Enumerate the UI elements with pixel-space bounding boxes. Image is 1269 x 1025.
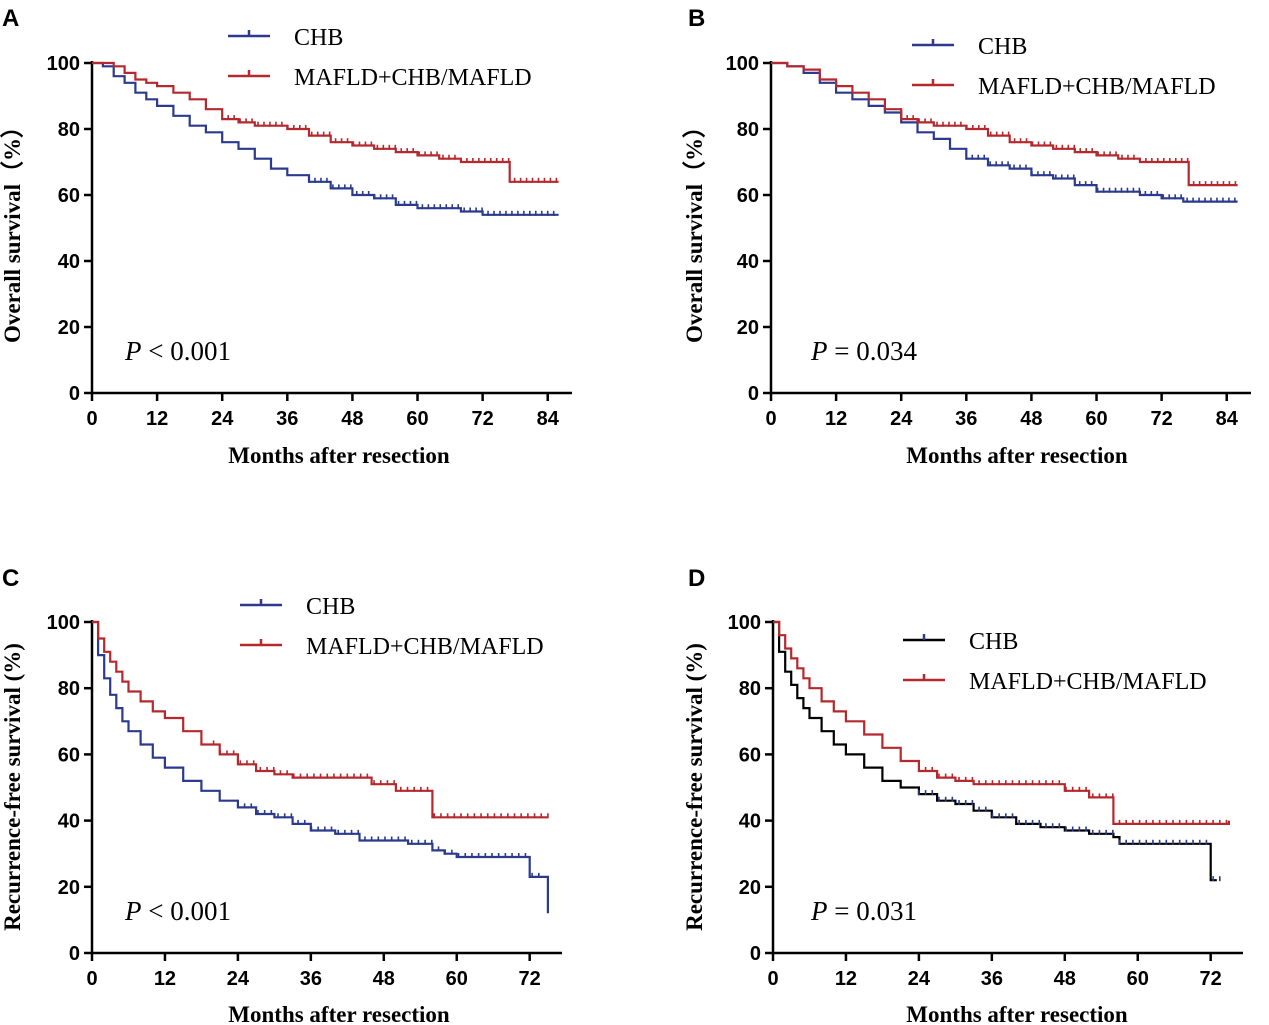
p-value-text: < 0.001 bbox=[142, 896, 231, 926]
x-tick-label: 72 bbox=[1150, 408, 1172, 430]
x-tick-label: 48 bbox=[341, 408, 363, 430]
p-symbol: P bbox=[124, 896, 142, 926]
legend-label: MAFLD+CHB/MAFLD bbox=[294, 65, 532, 91]
x-tick-label: 72 bbox=[519, 968, 541, 990]
y-tick-label: 40 bbox=[58, 251, 80, 273]
panel-D: D 0 20 40 60 80 100 0 12 24 36 48 60 72 Months after r… bbox=[682, 565, 1243, 1025]
km-curve-chb bbox=[92, 620, 549, 914]
km-curve-mafld bbox=[92, 61, 559, 183]
y-axis-title: Recurrence-free survival (%) bbox=[0, 643, 25, 931]
legend-label: MAFLD+CHB/MAFLD bbox=[306, 634, 544, 660]
y-tick-label: 100 bbox=[47, 612, 80, 634]
y-tick-label: 0 bbox=[69, 383, 80, 405]
x-axis-title: Months after resection bbox=[228, 1002, 450, 1025]
y-tick-label: 80 bbox=[58, 678, 80, 700]
panel-letter: C bbox=[2, 565, 19, 592]
km-curve-chb bbox=[771, 61, 1238, 203]
y-tick-label: 80 bbox=[58, 119, 80, 141]
x-tick-label: 12 bbox=[825, 408, 847, 430]
y-tick-label: 80 bbox=[737, 119, 759, 141]
x-tick-label: 36 bbox=[300, 968, 322, 990]
x-tick-label: 0 bbox=[767, 968, 778, 990]
x-tick-label: 24 bbox=[211, 408, 234, 430]
x-tick-label: 24 bbox=[890, 408, 913, 430]
y-tick-label: 100 bbox=[47, 53, 80, 75]
km-curve-chb bbox=[92, 61, 559, 216]
x-tick-label: 36 bbox=[276, 408, 298, 430]
legend-label: MAFLD+CHB/MAFLD bbox=[969, 669, 1207, 695]
y-tick-label: 20 bbox=[739, 877, 761, 899]
panel-letter: B bbox=[688, 5, 705, 32]
p-symbol: P bbox=[124, 336, 142, 366]
panel-A: A 0 20 40 60 80 100 0 12 24 36 48 60 72 84 Months after… bbox=[0, 5, 572, 468]
x-tick-label: 60 bbox=[406, 408, 428, 430]
x-tick-label: 48 bbox=[1054, 968, 1076, 990]
x-tick-label: 48 bbox=[373, 968, 395, 990]
x-tick-label: 36 bbox=[981, 968, 1003, 990]
x-tick-label: 0 bbox=[86, 968, 97, 990]
y-tick-label: 0 bbox=[748, 383, 759, 405]
y-tick-label: 100 bbox=[726, 53, 759, 75]
y-tick-label: 0 bbox=[750, 943, 761, 965]
y-tick-label: 80 bbox=[739, 678, 761, 700]
y-tick-label: 60 bbox=[58, 185, 80, 207]
y-tick-label: 40 bbox=[58, 811, 80, 833]
x-tick-label: 84 bbox=[537, 408, 560, 430]
panel-C: C 0 20 40 60 80 100 0 12 24 36 48 60 72 Months after r… bbox=[0, 565, 562, 1025]
x-axis-title: Months after resection bbox=[228, 443, 450, 468]
y-tick-label: 100 bbox=[728, 612, 761, 634]
x-axis-title: Months after resection bbox=[906, 1002, 1128, 1025]
x-tick-label: 0 bbox=[765, 408, 776, 430]
x-tick-label: 12 bbox=[835, 968, 857, 990]
p-value: P < 0.001 bbox=[124, 896, 231, 926]
panel-letter: A bbox=[2, 5, 19, 32]
y-tick-label: 20 bbox=[58, 877, 80, 899]
x-tick-label: 36 bbox=[955, 408, 977, 430]
p-value-text: = 0.034 bbox=[828, 336, 918, 366]
legend-label: MAFLD+CHB/MAFLD bbox=[978, 74, 1216, 100]
y-axis-title: Overall survival（%） bbox=[681, 115, 707, 343]
p-symbol: P bbox=[810, 336, 828, 366]
x-tick-label: 60 bbox=[1085, 408, 1107, 430]
legend-label: CHB bbox=[306, 594, 355, 620]
x-tick-label: 12 bbox=[146, 408, 168, 430]
y-tick-label: 60 bbox=[58, 744, 80, 766]
legend-label: CHB bbox=[978, 34, 1027, 60]
p-value-text: = 0.031 bbox=[828, 896, 917, 926]
x-tick-label: 60 bbox=[1127, 968, 1149, 990]
x-tick-label: 24 bbox=[908, 968, 931, 990]
y-tick-label: 60 bbox=[739, 744, 761, 766]
x-tick-label: 0 bbox=[86, 408, 97, 430]
legend-label: CHB bbox=[969, 629, 1018, 655]
y-axis-title: Overall survival（%） bbox=[0, 115, 25, 343]
km-curve-chb bbox=[773, 620, 1217, 882]
x-tick-label: 72 bbox=[1200, 968, 1222, 990]
x-tick-label: 24 bbox=[227, 968, 250, 990]
x-tick-label: 60 bbox=[446, 968, 468, 990]
y-tick-label: 0 bbox=[69, 943, 80, 965]
p-value: P < 0.001 bbox=[124, 336, 231, 366]
panel-B: B 0 20 40 60 80 100 0 12 24 36 48 60 72 84 Months after… bbox=[681, 5, 1251, 468]
p-value: P = 0.034 bbox=[810, 336, 917, 366]
x-axis-title: Months after resection bbox=[906, 443, 1128, 468]
x-tick-label: 48 bbox=[1020, 408, 1042, 430]
p-value-text: < 0.001 bbox=[142, 336, 231, 366]
y-tick-label: 20 bbox=[58, 317, 80, 339]
x-tick-label: 12 bbox=[154, 968, 176, 990]
y-tick-label: 20 bbox=[737, 317, 759, 339]
legend-label: CHB bbox=[294, 25, 343, 51]
x-tick-label: 72 bbox=[471, 408, 493, 430]
y-tick-label: 40 bbox=[737, 251, 759, 273]
y-tick-label: 60 bbox=[737, 185, 759, 207]
panel-letter: D bbox=[688, 565, 705, 592]
p-value: P = 0.031 bbox=[810, 896, 917, 926]
x-tick-label: 84 bbox=[1216, 408, 1239, 430]
y-tick-label: 40 bbox=[739, 811, 761, 833]
p-symbol: P bbox=[810, 896, 828, 926]
y-axis-title: Recurrence-free survival (%) bbox=[682, 643, 707, 931]
